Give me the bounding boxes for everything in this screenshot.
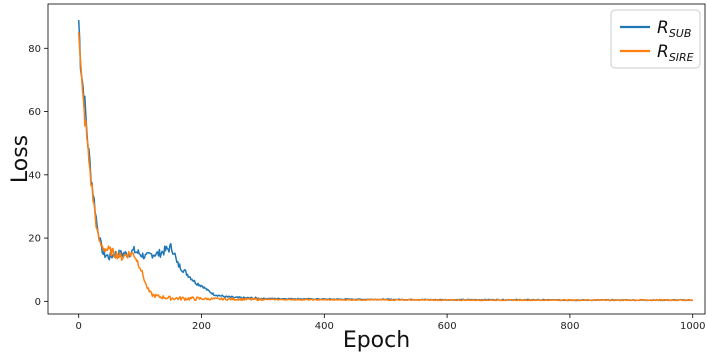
y-tick-label: 20 [28, 234, 41, 245]
y-axis-ticks: 0 20 40 60 80 [28, 44, 48, 308]
x-tick-label: 600 [438, 321, 457, 332]
x-axis-label: Epoch [343, 328, 410, 353]
legend-label: RSIRE [657, 42, 694, 64]
plot-area [47, 3, 706, 315]
x-tick-label: 800 [560, 321, 579, 332]
y-tick-label: 80 [28, 44, 41, 55]
axes-frame [47, 3, 706, 315]
legend-label: RSUB [657, 18, 691, 40]
y-tick-label: 60 [28, 107, 41, 118]
legend-box [610, 9, 701, 69]
x-tick-label: 0 [76, 321, 82, 332]
series-line-R_SIRE [77, 31, 693, 302]
y-tick-label: 0 [35, 297, 41, 308]
y-tick-label: 40 [28, 170, 41, 181]
y-axis-label: Loss [8, 135, 33, 183]
x-tick-label: 1000 [680, 321, 705, 332]
x-axis-ticks: 0 200 400 600 800 1000 [76, 314, 705, 332]
x-tick-label: 200 [192, 321, 211, 332]
x-tick-label: 400 [315, 321, 334, 332]
series-line-R_SUB [77, 20, 693, 302]
